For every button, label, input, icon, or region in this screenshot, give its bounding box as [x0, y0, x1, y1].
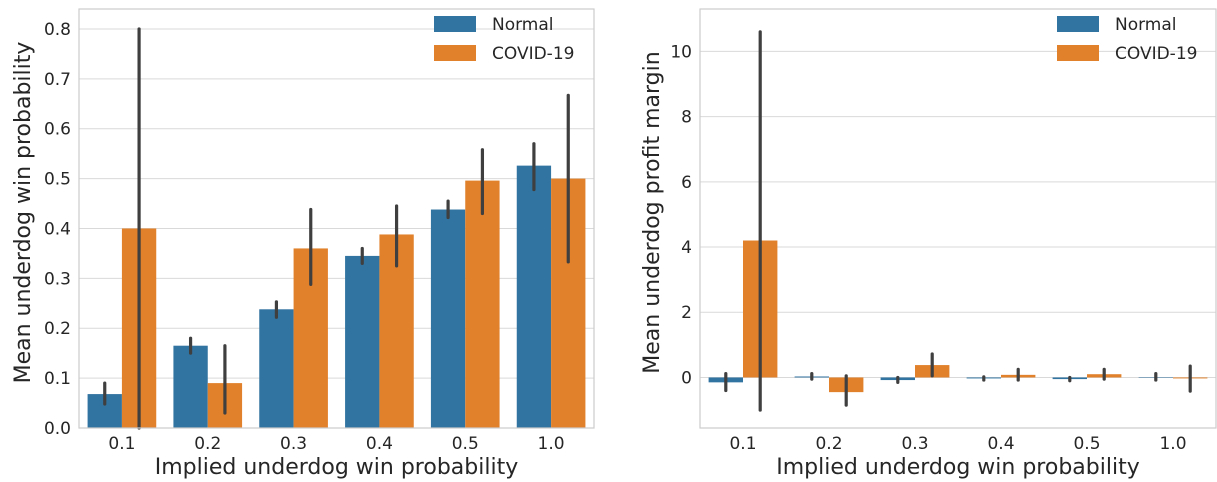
- legend: Normal COVID-19: [1057, 15, 1197, 64]
- x-tick-label: 0.1: [108, 434, 135, 454]
- y-tick-label: 6: [681, 173, 692, 193]
- y-tick-label: 0.7: [44, 70, 71, 90]
- x-tick-label: 0.3: [901, 434, 928, 454]
- x-axis-title: Implied underdog win probability: [776, 455, 1139, 480]
- x-tick-label: 1.0: [1159, 434, 1186, 454]
- y-axis-title: Mean underdog win probability: [11, 42, 36, 384]
- bar-normal-1.0: [516, 165, 552, 428]
- y-tick-label: 0.0: [44, 419, 71, 439]
- x-tick-label: 0.5: [452, 434, 479, 454]
- y-tick-label: 0.2: [44, 319, 71, 339]
- x-tick-label: 0.1: [729, 434, 756, 454]
- y-tick-label: 0.5: [44, 170, 71, 190]
- x-axis-title: Implied underdog win probability: [155, 455, 518, 480]
- legend-label: Normal: [492, 15, 554, 35]
- y-tick-label: 0.6: [44, 120, 71, 140]
- y-tick-label: 0.1: [44, 369, 71, 389]
- bar-normal-0.4: [345, 255, 380, 428]
- legend-label: COVID-19: [492, 44, 574, 64]
- legend-swatch: [1057, 45, 1099, 61]
- plot-frame: [78, 8, 595, 429]
- bar-normal-0.2: [173, 345, 208, 428]
- y-tick-label: 0: [681, 368, 692, 388]
- y-tick-label: 4: [681, 238, 692, 258]
- y-tick-label: 0.3: [44, 269, 71, 289]
- legend-swatch: [434, 45, 476, 61]
- legend-label: Normal: [1115, 15, 1177, 35]
- x-tick-label: 0.2: [815, 434, 842, 454]
- right-chart-panel: 0 2 4 6 8 10 0.1 0.2 0.3 0.4 0.5 1.0 Implied underdo…: [640, 8, 1217, 480]
- plot-frame: [699, 8, 1217, 429]
- y-tick-label: 8: [681, 108, 692, 128]
- y-axis-title: Mean underdog profit margin: [640, 51, 665, 373]
- y-tick-label: 0.8: [44, 20, 71, 40]
- legend-label: COVID-19: [1115, 44, 1197, 64]
- bar-normal-0.3: [259, 309, 294, 428]
- y-tick-label: 10: [670, 42, 692, 62]
- x-tick-label: 0.4: [366, 434, 393, 454]
- y-tick-label: 0.4: [44, 219, 71, 239]
- legend-swatch: [434, 16, 476, 32]
- x-tick-label: 0.3: [280, 434, 307, 454]
- x-tick-label: 0.5: [1073, 434, 1100, 454]
- bar-covid-19-0.5: [465, 180, 500, 428]
- legend-swatch: [1057, 16, 1099, 32]
- x-tick-label: 0.2: [194, 434, 221, 454]
- legend: Normal COVID-19: [434, 15, 574, 64]
- y-tick-label: 2: [681, 303, 692, 323]
- x-tick-label: 0.4: [987, 434, 1014, 454]
- bar-normal-0.5: [430, 209, 466, 428]
- left-chart-panel: 0.0 0.1 0.2 0.3 0.4 0.5 0.6 0.7 0.8 0.1 0.2 0.3 0.4 0…: [11, 8, 595, 480]
- x-tick-label: 1.0: [538, 434, 565, 454]
